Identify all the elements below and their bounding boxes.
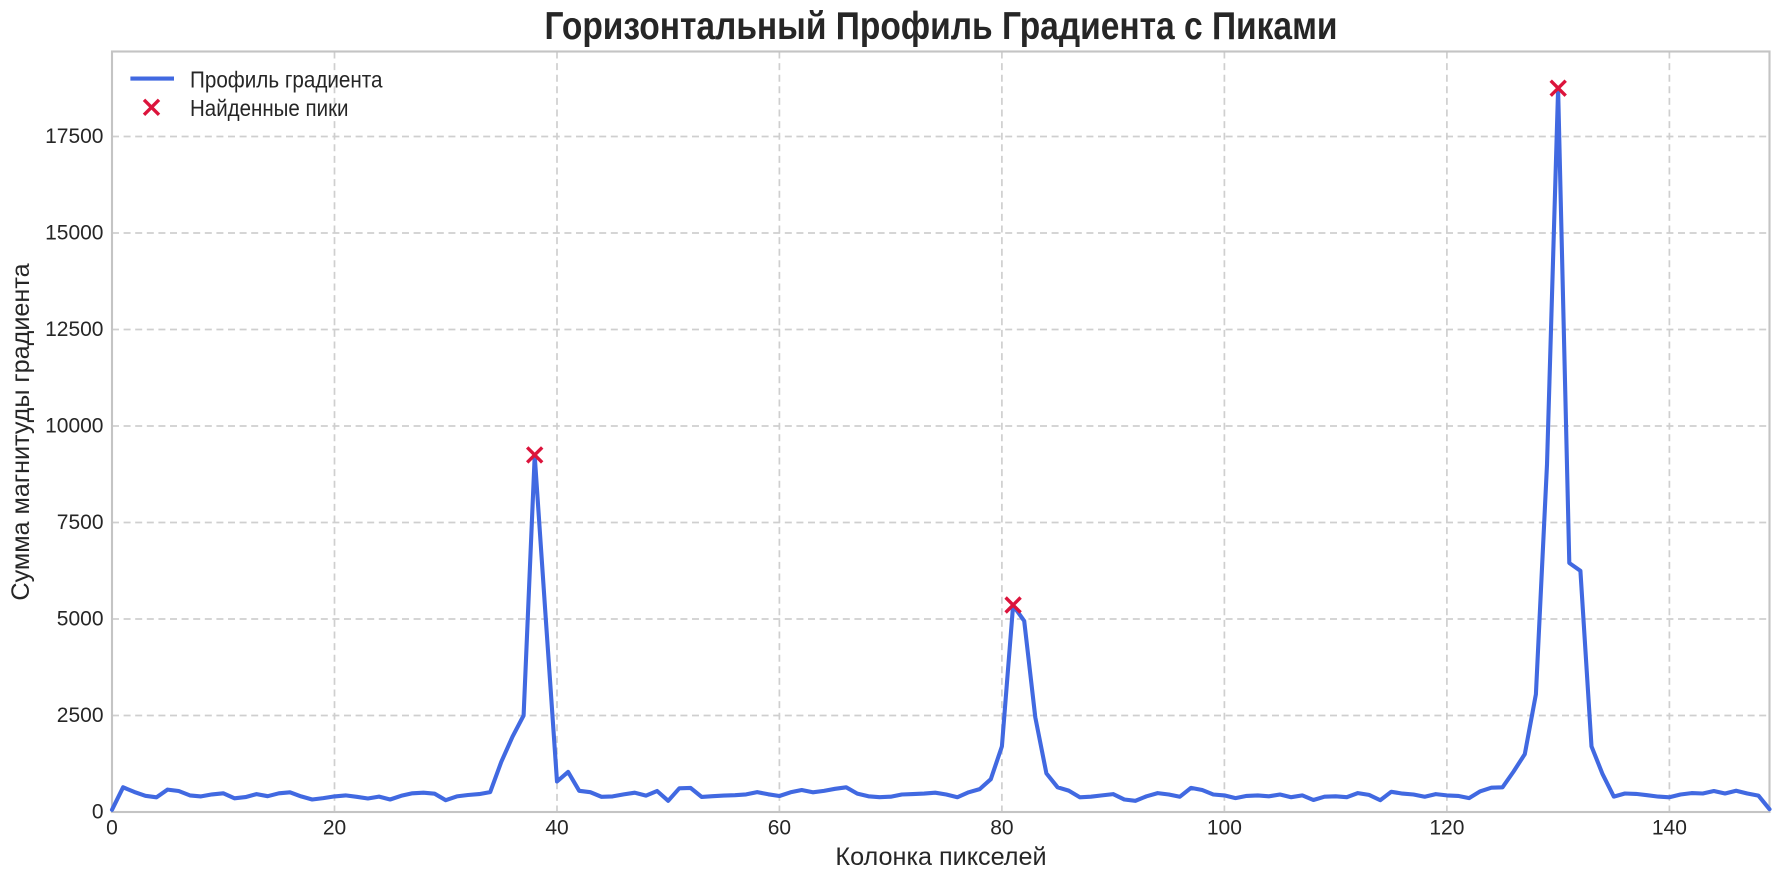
svg-text:140: 140	[1652, 817, 1687, 840]
svg-text:80: 80	[990, 817, 1013, 840]
svg-text:20: 20	[323, 817, 346, 840]
svg-text:Сумма магнитуды градиента: Сумма магнитуды градиента	[7, 262, 35, 600]
svg-text:Найденные пики: Найденные пики	[190, 95, 349, 121]
svg-text:Профиль градиента: Профиль градиента	[190, 66, 383, 92]
svg-text:10000: 10000	[45, 415, 103, 438]
svg-text:Горизонтальный Профиль Градиен: Горизонтальный Профиль Градиента с Пикам…	[545, 5, 1338, 48]
svg-text:60: 60	[768, 817, 791, 840]
svg-text:17500: 17500	[45, 125, 103, 148]
svg-text:100: 100	[1207, 817, 1242, 840]
svg-text:7500: 7500	[57, 511, 104, 534]
svg-text:15000: 15000	[45, 222, 103, 245]
svg-text:2500: 2500	[57, 704, 104, 727]
svg-text:120: 120	[1429, 817, 1464, 840]
svg-text:0: 0	[92, 801, 104, 824]
svg-text:40: 40	[545, 817, 568, 840]
svg-text:Колонка пикселей: Колонка пикселей	[835, 843, 1046, 871]
svg-text:12500: 12500	[45, 318, 103, 341]
svg-text:0: 0	[106, 817, 118, 840]
svg-text:5000: 5000	[57, 608, 104, 631]
